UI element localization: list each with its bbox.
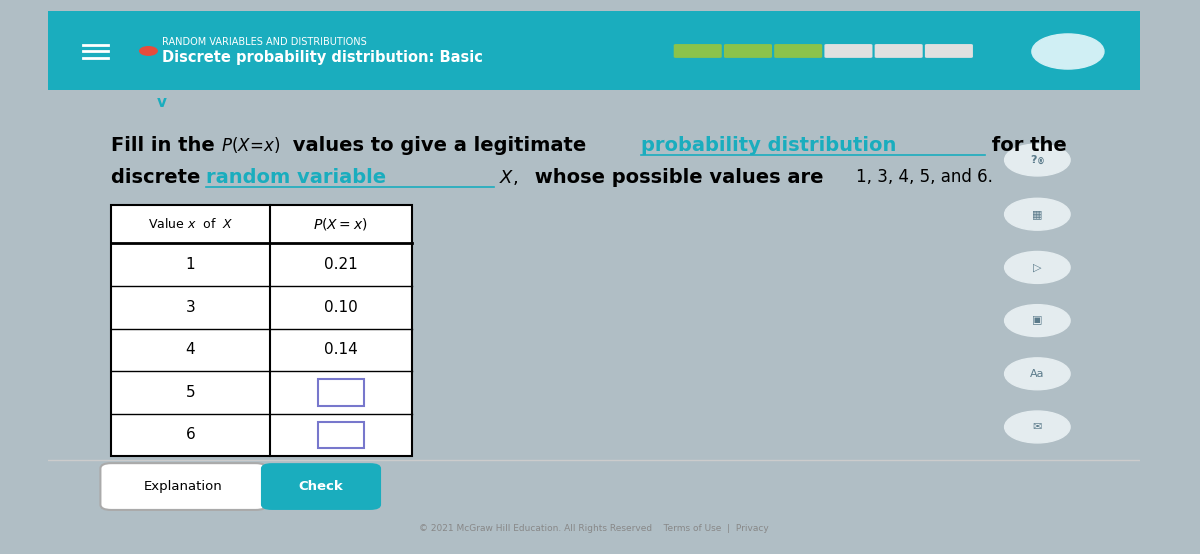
Text: 0.14: 0.14 (324, 342, 358, 357)
FancyBboxPatch shape (318, 422, 364, 448)
FancyBboxPatch shape (673, 44, 721, 58)
Text: $P(X = x)$: $P(X = x)$ (313, 217, 368, 232)
Text: ▣: ▣ (1032, 316, 1043, 326)
Text: RANDOM VARIABLES AND DISTRIBUTIONS: RANDOM VARIABLES AND DISTRIBUTIONS (162, 37, 366, 47)
Circle shape (1004, 411, 1070, 443)
FancyBboxPatch shape (48, 11, 1140, 90)
FancyBboxPatch shape (875, 44, 923, 58)
FancyBboxPatch shape (260, 463, 382, 510)
Text: Aa: Aa (1030, 369, 1045, 379)
Text: $\mathbf{?_\circledR}$: $\mathbf{?_\circledR}$ (1030, 153, 1045, 167)
FancyBboxPatch shape (925, 44, 973, 58)
Circle shape (1004, 144, 1070, 176)
Text: $X,$: $X,$ (493, 167, 517, 187)
Text: 4: 4 (186, 342, 196, 357)
Text: 3: 3 (186, 300, 196, 315)
Text: for the: for the (985, 136, 1067, 155)
Text: values to give a legitimate: values to give a legitimate (286, 136, 593, 155)
Text: $P(X\!=\!x)$: $P(X\!=\!x)$ (221, 135, 281, 155)
Circle shape (1004, 358, 1070, 390)
Text: Fill in the: Fill in the (112, 136, 222, 155)
Text: Value $x$  of  $X$: Value $x$ of $X$ (148, 217, 233, 232)
Text: Discrete probability distribution: Basic: Discrete probability distribution: Basic (162, 50, 482, 65)
Text: ✉: ✉ (1033, 422, 1042, 432)
Text: 0.21: 0.21 (324, 257, 358, 272)
Circle shape (1032, 34, 1104, 69)
Circle shape (1004, 198, 1070, 230)
Text: whose possible values are: whose possible values are (528, 167, 830, 187)
Circle shape (139, 47, 157, 55)
Text: probability distribution: probability distribution (641, 136, 896, 155)
Circle shape (1004, 252, 1070, 284)
Text: © 2021 McGraw Hill Education. All Rights Reserved    Terms of Use  |  Privacy: © 2021 McGraw Hill Education. All Rights… (419, 524, 769, 532)
Text: random variable: random variable (206, 167, 386, 187)
Text: Explanation: Explanation (144, 480, 223, 493)
Bar (112, 205, 412, 456)
Text: 6: 6 (186, 428, 196, 443)
FancyBboxPatch shape (318, 379, 364, 406)
Text: 0.10: 0.10 (324, 300, 358, 315)
FancyBboxPatch shape (101, 463, 266, 510)
FancyBboxPatch shape (724, 44, 772, 58)
Text: 1, 3, 4, 5, and 6.: 1, 3, 4, 5, and 6. (856, 168, 992, 186)
Text: ▷: ▷ (1033, 263, 1042, 273)
Circle shape (1004, 305, 1070, 337)
Text: 5: 5 (186, 385, 196, 400)
Text: discrete: discrete (112, 167, 208, 187)
FancyBboxPatch shape (824, 44, 872, 58)
Text: Check: Check (299, 480, 343, 493)
FancyBboxPatch shape (774, 44, 822, 58)
Text: v: v (156, 95, 167, 110)
Text: ▦: ▦ (1032, 209, 1043, 219)
Text: 1: 1 (186, 257, 196, 272)
